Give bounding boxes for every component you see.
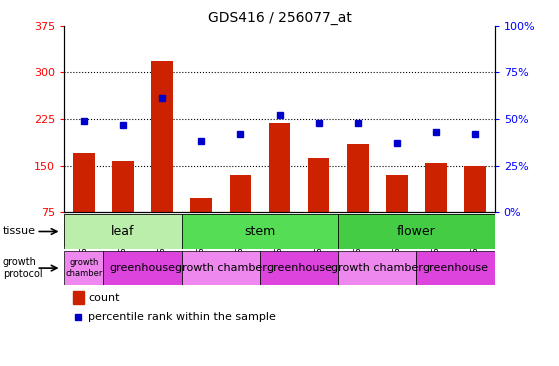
Text: leaf: leaf <box>111 225 135 238</box>
Bar <box>182 214 338 249</box>
Text: percentile rank within the sample: percentile rank within the sample <box>88 311 276 322</box>
Text: GSM9230: GSM9230 <box>353 216 362 259</box>
Text: GSM9231: GSM9231 <box>392 216 401 259</box>
Text: growth
protocol: growth protocol <box>3 257 42 279</box>
Text: flower: flower <box>397 225 436 238</box>
Bar <box>338 214 377 247</box>
Bar <box>299 214 338 247</box>
Bar <box>338 214 495 249</box>
Text: GSM9227: GSM9227 <box>236 216 245 259</box>
Bar <box>143 214 182 247</box>
Text: tissue: tissue <box>3 227 36 236</box>
Bar <box>260 251 338 285</box>
Text: GSM9233: GSM9233 <box>471 216 480 259</box>
Bar <box>416 251 495 285</box>
Text: greenhouse: greenhouse <box>423 263 489 273</box>
Bar <box>221 214 260 247</box>
Text: count: count <box>88 292 120 303</box>
Text: growth
chamber: growth chamber <box>65 258 102 278</box>
Bar <box>73 291 84 304</box>
Bar <box>425 163 447 212</box>
Bar <box>182 214 221 247</box>
Bar <box>386 175 408 212</box>
Bar <box>103 214 143 247</box>
Bar <box>308 157 329 212</box>
Bar <box>151 61 173 212</box>
Bar <box>338 251 416 285</box>
Bar <box>73 153 94 212</box>
Text: GSM9229: GSM9229 <box>314 216 323 259</box>
Bar <box>64 251 103 285</box>
Bar <box>260 214 299 247</box>
Bar <box>191 198 212 212</box>
Bar <box>456 214 495 247</box>
Text: GSM9224: GSM9224 <box>119 216 127 259</box>
Text: greenhouse: greenhouse <box>110 263 176 273</box>
Bar <box>112 161 134 212</box>
Text: greenhouse: greenhouse <box>266 263 332 273</box>
Bar <box>103 251 182 285</box>
Title: GDS416 / 256077_at: GDS416 / 256077_at <box>207 11 352 25</box>
Text: GSM9228: GSM9228 <box>275 216 284 259</box>
Bar <box>230 175 251 212</box>
Bar <box>269 123 290 212</box>
Bar <box>377 214 416 247</box>
Bar <box>347 144 368 212</box>
Text: stem: stem <box>244 225 276 238</box>
Text: GSM9226: GSM9226 <box>197 216 206 259</box>
Text: growth chamber: growth chamber <box>175 263 267 273</box>
Bar <box>465 165 486 212</box>
Text: GSM9232: GSM9232 <box>432 216 440 259</box>
Bar <box>64 214 182 249</box>
Text: GSM9223: GSM9223 <box>79 216 88 259</box>
Bar <box>416 214 456 247</box>
Text: GSM9225: GSM9225 <box>158 216 167 259</box>
Bar <box>182 251 260 285</box>
Text: growth chamber: growth chamber <box>331 263 423 273</box>
Bar <box>64 214 103 247</box>
